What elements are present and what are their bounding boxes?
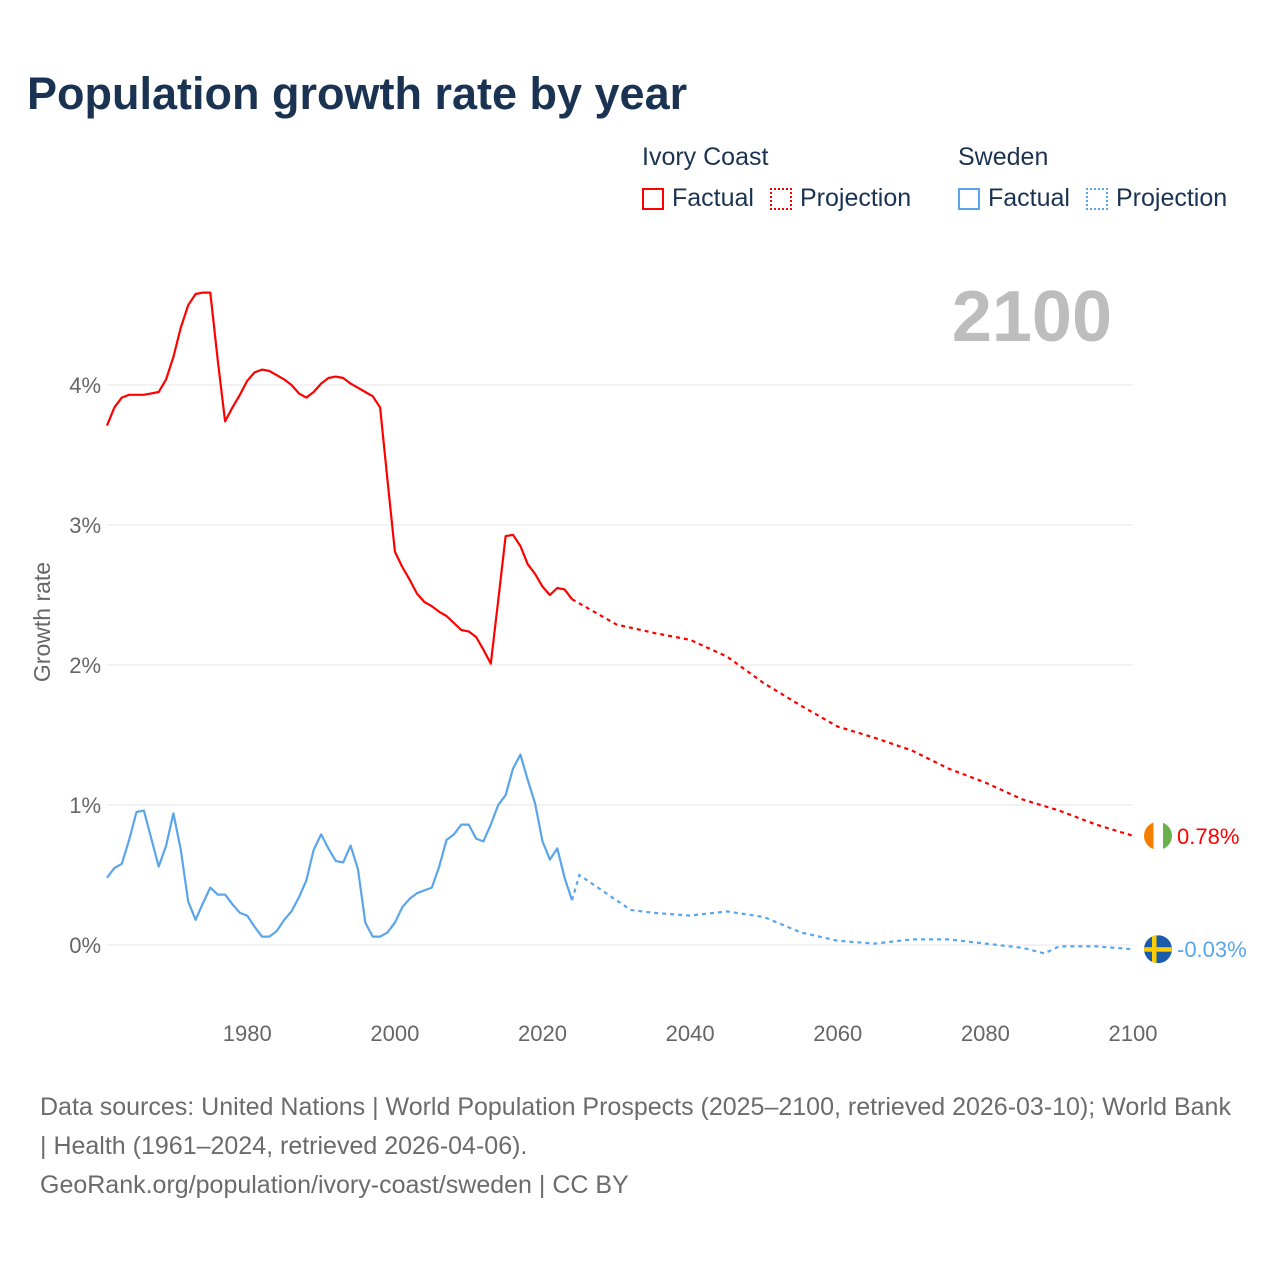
plot-area: 2100 Growth rate 0% 1% 2% 3% 4% 1980 2000 2020 2…: [29, 277, 1247, 1046]
flag-stripe: [1153, 821, 1163, 850]
chart-title: Population growth rate by year: [27, 68, 688, 119]
x-tick-label: 2080: [961, 1021, 1010, 1046]
y-tick-label: 1%: [69, 793, 101, 818]
current-year-label: 2100: [952, 277, 1112, 357]
legend-group-title: Ivory Coast: [642, 143, 769, 171]
legend-ivory-coast-factual[interactable]: Factual: [642, 184, 754, 213]
sweden-factual-line: [106, 753, 574, 938]
x-tick-label: 1980: [223, 1021, 272, 1046]
sweden-projection-line: [570, 873, 1134, 955]
sweden-end-value-label: -0.03%: [1177, 937, 1247, 962]
x-tick-label: 2060: [813, 1021, 862, 1046]
legend-ivory-coast: Ivory Coast Factual Projection: [642, 143, 927, 213]
legend-swatch-dotted: [1085, 187, 1108, 210]
flag-cross: [1144, 947, 1172, 952]
sweden-flag-icon: [1144, 935, 1172, 964]
legend-swatch-solid: [958, 187, 980, 210]
legend-sweden: Sweden Factual Projection: [958, 143, 1227, 213]
legend-sweden-projection[interactable]: Projection: [1085, 184, 1228, 213]
flag-stripe: [1163, 821, 1172, 850]
legend-label: Factual: [988, 184, 1070, 212]
legend-sweden-factual[interactable]: Factual: [958, 184, 1070, 213]
source-text: Data sources: United Nations | World Pop…: [40, 1093, 1231, 1160]
x-tick-label: 2100: [1109, 1021, 1158, 1046]
x-tick-label: 2000: [370, 1021, 419, 1046]
y-tick-label: 3%: [69, 513, 101, 538]
legend-label: Projection: [799, 184, 912, 212]
flag-stripe: [1144, 821, 1154, 850]
ivory-coast-flag-icon: [1144, 821, 1172, 850]
legend-ivory-coast-projection[interactable]: Projection: [769, 184, 912, 213]
legend-swatch-solid: [642, 187, 664, 210]
y-axis-label: Growth rate: [29, 562, 55, 682]
source-link[interactable]: GeoRank.org/population/ivory-coast/swede…: [40, 1171, 629, 1199]
ivory-coast-factual-line: [105, 291, 573, 665]
data-source: Data sources: United Nations | World Pop…: [40, 1088, 1240, 1205]
x-tick-label: 2020: [518, 1021, 567, 1046]
ivory-coast-projection-line: [571, 598, 1134, 837]
legend-group-title: Sweden: [958, 143, 1049, 171]
x-tick-label: 2040: [666, 1021, 715, 1046]
y-tick-label: 0%: [69, 933, 101, 958]
y-tick-label: 4%: [69, 373, 101, 398]
legend-label: Factual: [672, 184, 754, 212]
y-tick-label: 2%: [69, 653, 101, 678]
flag-cross: [1152, 935, 1157, 964]
legend-swatch-dotted: [769, 187, 792, 210]
legend-label: Projection: [1115, 184, 1228, 212]
ivory-coast-end-value-label: 0.78%: [1177, 824, 1239, 849]
